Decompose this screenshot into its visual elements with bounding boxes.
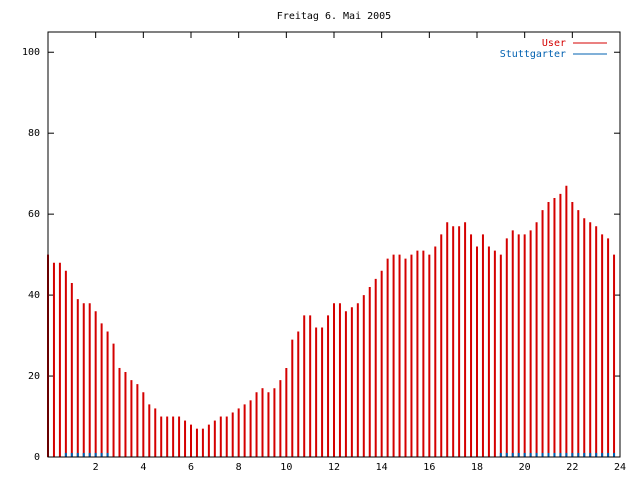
y-tick-label: 100: [22, 47, 40, 58]
x-tick-label: 18: [471, 462, 483, 473]
x-tick-label: 10: [280, 462, 292, 473]
x-tick-label: 4: [140, 462, 146, 473]
legend-label: Stuttgarter: [500, 49, 566, 60]
y-tick-label: 20: [28, 371, 40, 382]
plot-border: [47, 31, 621, 458]
legend-label: User: [542, 38, 566, 49]
y-tick-label: 80: [28, 128, 40, 139]
x-tick-label: 24: [614, 462, 626, 473]
y-tick-label: 60: [28, 209, 40, 220]
x-tick-label: 16: [423, 462, 435, 473]
x-tick-label: 2: [93, 462, 99, 473]
chart-title: Freitag 6. Mai 2005: [277, 11, 391, 22]
x-tick-label: 12: [328, 462, 340, 473]
y-tick-label: 0: [34, 452, 40, 463]
x-tick-label: 22: [566, 462, 578, 473]
x-tick-label: 8: [236, 462, 242, 473]
x-tick-label: 14: [376, 462, 388, 473]
x-tick-label: 6: [188, 462, 194, 473]
y-tick-label: 40: [28, 290, 40, 301]
x-tick-label: 20: [519, 462, 531, 473]
